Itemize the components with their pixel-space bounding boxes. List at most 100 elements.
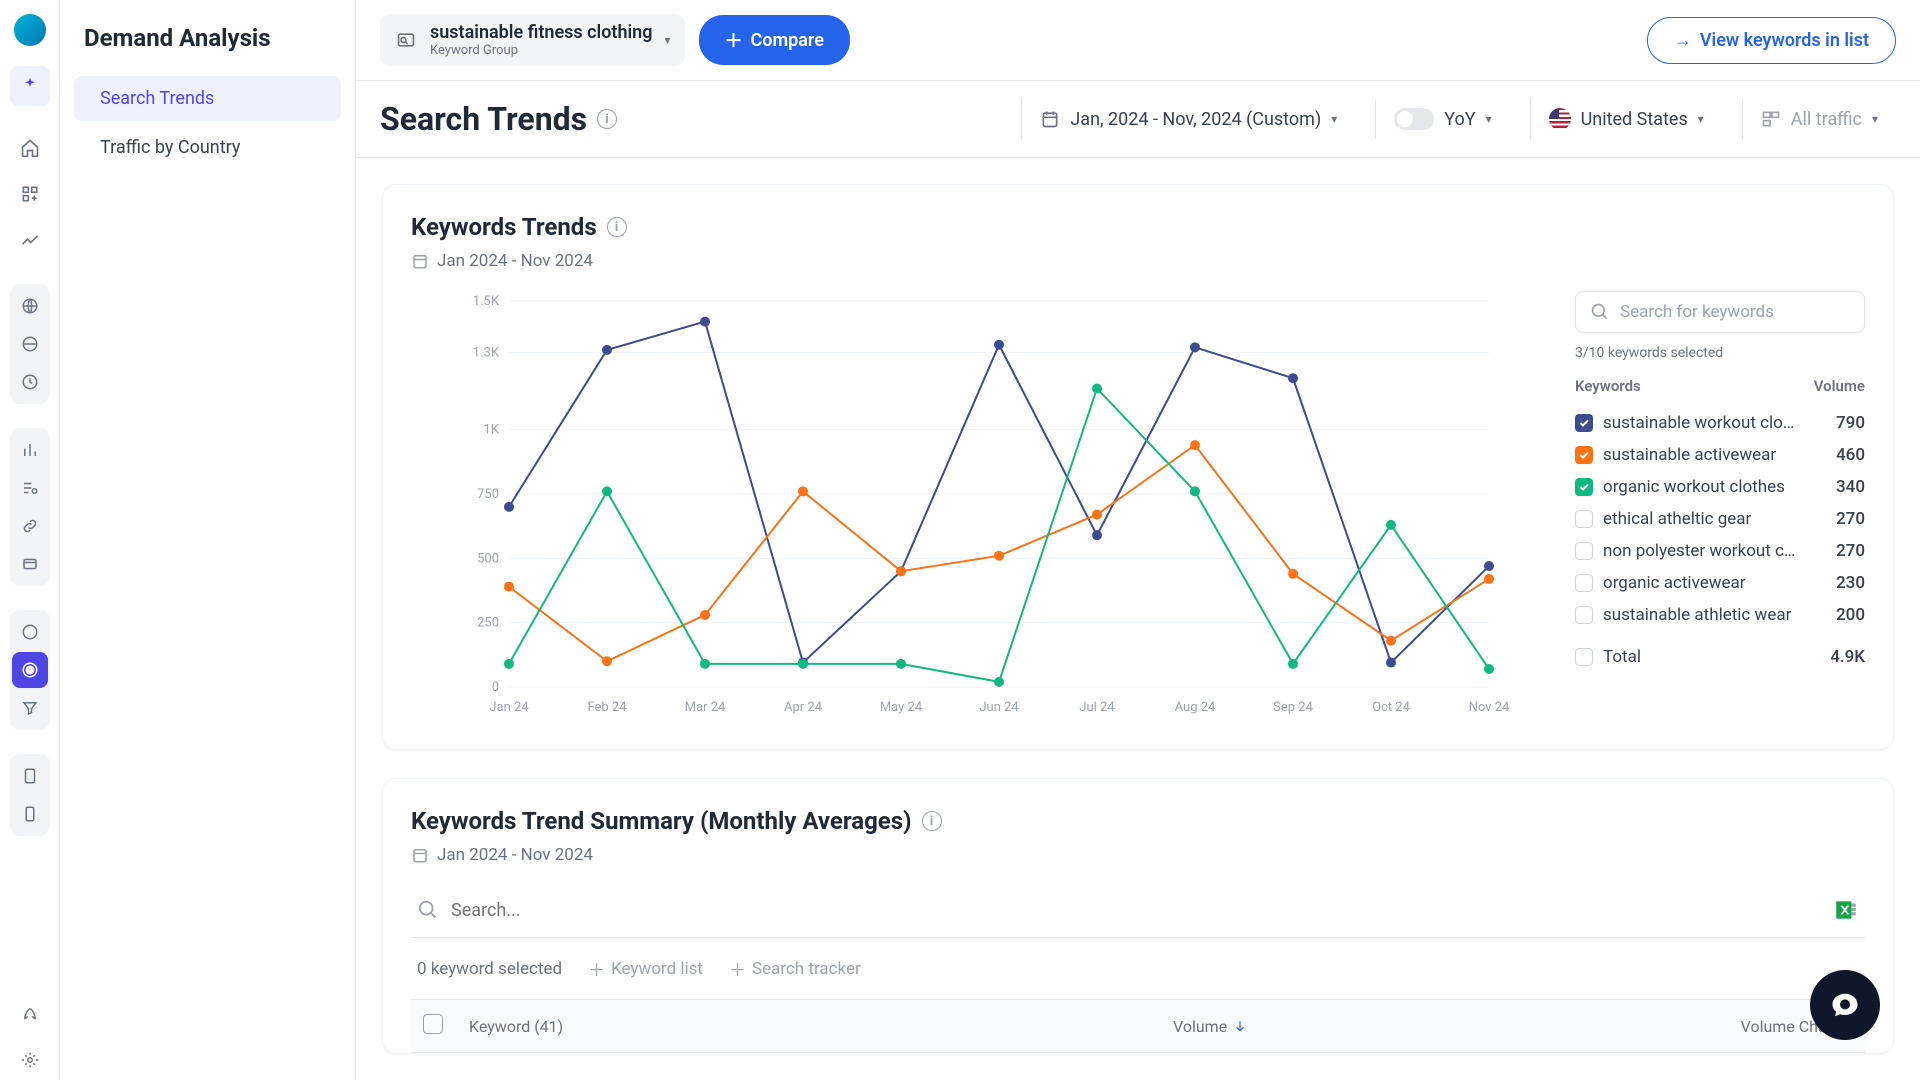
- summary-search-input[interactable]: [451, 900, 1821, 921]
- legend-row[interactable]: sustainable workout clo…790: [1575, 407, 1865, 439]
- svg-text:Jul 24: Jul 24: [1079, 700, 1115, 715]
- left-rail: [0, 0, 60, 1080]
- keyword-list-button[interactable]: ＋ Keyword list: [588, 956, 703, 981]
- chevron-down-icon: ▾: [1698, 112, 1704, 126]
- chart-card-daterange: Jan 2024 - Nov 2024: [437, 251, 593, 271]
- rail-mobile[interactable]: [12, 796, 48, 832]
- legend-checkbox[interactable]: [1575, 446, 1593, 464]
- legend-row[interactable]: sustainable athletic wear200: [1575, 599, 1865, 631]
- svg-text:500: 500: [477, 551, 499, 566]
- topbar: sustainable fitness clothing Keyword Gro…: [356, 0, 1920, 81]
- chevron-down-icon: ▾: [664, 33, 670, 47]
- rail-globe-1[interactable]: [12, 288, 48, 324]
- search-tracker-button[interactable]: ＋ Search tracker: [729, 956, 861, 981]
- selected-count: 0 keyword selected: [417, 959, 562, 979]
- flag-us-icon: [1549, 108, 1571, 130]
- country-label: United States: [1581, 109, 1688, 130]
- rail-gear[interactable]: [10, 1040, 50, 1080]
- legend-checkbox[interactable]: [1575, 574, 1593, 592]
- legend-checkbox[interactable]: [1575, 510, 1593, 528]
- svg-text:Oct 24: Oct 24: [1372, 700, 1411, 715]
- svg-text:Nov 24: Nov 24: [1469, 700, 1510, 715]
- keyword-icon: [394, 28, 418, 52]
- legend-total-row[interactable]: Total 4.9K: [1575, 641, 1865, 673]
- legend-label: non polyester workout c…: [1603, 541, 1826, 561]
- keywords-trends-card: Keywords Trends i Jan 2024 - Nov 2024 02…: [382, 184, 1894, 750]
- traffic-selector[interactable]: All traffic ▾: [1742, 99, 1896, 139]
- traffic-label: All traffic: [1791, 109, 1862, 130]
- legend-row[interactable]: organic activewear230: [1575, 567, 1865, 599]
- col-keyword[interactable]: Keyword (41): [463, 1017, 1173, 1036]
- date-range-selector[interactable]: Jan, 2024 - Nov, 2024 (Custom) ▾: [1021, 99, 1355, 139]
- rail-sparkle[interactable]: [10, 66, 50, 106]
- legend-row[interactable]: non polyester workout c… 270: [1575, 535, 1865, 567]
- chevron-down-icon: ▾: [1872, 112, 1878, 126]
- legend-row[interactable]: organic workout clothes340: [1575, 471, 1865, 503]
- legend-label: sustainable workout clo…: [1603, 413, 1826, 433]
- rail-filter[interactable]: [12, 690, 48, 726]
- keyword-search-input[interactable]: Search for keywords: [1575, 291, 1865, 333]
- sidebar-title: Demand Analysis: [74, 24, 341, 52]
- arrow-right-icon: →: [1674, 30, 1692, 51]
- svg-text:750: 750: [477, 487, 499, 502]
- sidebar-item-search-trends[interactable]: Search Trends: [74, 76, 341, 121]
- svg-text:Sep 24: Sep 24: [1273, 700, 1313, 715]
- svg-text:Jun 24: Jun 24: [979, 700, 1019, 715]
- plus-icon: ＋: [725, 27, 743, 53]
- svg-text:1.3K: 1.3K: [473, 345, 500, 360]
- col-volume[interactable]: Volume: [1173, 1017, 1633, 1036]
- select-all-checkbox[interactable]: [423, 1014, 443, 1034]
- svg-text:Aug 24: Aug 24: [1175, 700, 1216, 715]
- rail-clock[interactable]: [12, 364, 48, 400]
- page-title-text: Search Trends: [380, 100, 587, 138]
- info-icon[interactable]: i: [607, 217, 627, 237]
- subbar: Search Trends i Jan, 2024 - Nov, 2024 (C…: [356, 81, 1920, 158]
- legend-label: sustainable activewear: [1603, 445, 1826, 465]
- legend-checkbox[interactable]: [1575, 606, 1593, 624]
- keyword-group-title: sustainable fitness clothing: [430, 22, 652, 43]
- rail-link[interactable]: [12, 508, 48, 544]
- rail-group-1: [10, 284, 50, 404]
- keyword-group-selector[interactable]: sustainable fitness clothing Keyword Gro…: [380, 14, 685, 66]
- app-logo[interactable]: [14, 14, 46, 46]
- yoy-toggle-control[interactable]: YoY ▾: [1375, 99, 1509, 139]
- info-icon[interactable]: i: [597, 109, 617, 129]
- export-excel-icon[interactable]: [1833, 897, 1859, 923]
- country-selector[interactable]: United States ▾: [1530, 99, 1722, 139]
- rail-trends[interactable]: [10, 220, 50, 260]
- rail-home[interactable]: [10, 128, 50, 168]
- rail-rocket[interactable]: [10, 994, 50, 1034]
- legend-volume: 460: [1836, 445, 1865, 465]
- legend-label: organic workout clothes: [1603, 477, 1826, 497]
- rail-doc[interactable]: [12, 758, 48, 794]
- legend-row[interactable]: ethical atheltic gear 270: [1575, 503, 1865, 535]
- rail-apps[interactable]: [10, 174, 50, 214]
- yoy-toggle[interactable]: [1394, 108, 1434, 130]
- svg-text:0: 0: [492, 680, 499, 695]
- legend-volume: 270: [1836, 509, 1865, 529]
- rail-globe-3[interactable]: [12, 614, 48, 650]
- keyword-group-subtitle: Keyword Group: [430, 43, 652, 58]
- rail-search-list[interactable]: [12, 470, 48, 506]
- rail-group-4: [10, 754, 50, 836]
- legend-checkbox[interactable]: [1575, 542, 1593, 560]
- legend-checkbox[interactable]: [1575, 414, 1593, 432]
- total-checkbox[interactable]: [1575, 648, 1593, 666]
- chart-container: 02505007501K1.3K1.5KJan 24Feb 24Mar 24Ap…: [411, 291, 1545, 721]
- rail-active-dot[interactable]: [12, 652, 48, 688]
- sidebar-item-traffic-country[interactable]: Traffic by Country: [74, 125, 341, 170]
- svg-text:Feb 24: Feb 24: [587, 700, 627, 715]
- legend-volume: 270: [1836, 541, 1865, 561]
- view-keywords-list-button[interactable]: → View keywords in list: [1647, 17, 1896, 64]
- legend-checkbox[interactable]: [1575, 478, 1593, 496]
- rail-group-3: [10, 610, 50, 730]
- total-value: 4.9K: [1830, 647, 1865, 667]
- rail-globe-2[interactable]: [12, 326, 48, 362]
- legend-row[interactable]: sustainable activewear 460: [1575, 439, 1865, 471]
- chat-fab[interactable]: [1810, 970, 1880, 1040]
- rail-bars[interactable]: [12, 432, 48, 468]
- rail-card[interactable]: [12, 546, 48, 582]
- compare-button[interactable]: ＋ Compare: [699, 15, 850, 65]
- legend-label: ethical atheltic gear: [1603, 509, 1826, 529]
- info-icon[interactable]: i: [922, 811, 942, 831]
